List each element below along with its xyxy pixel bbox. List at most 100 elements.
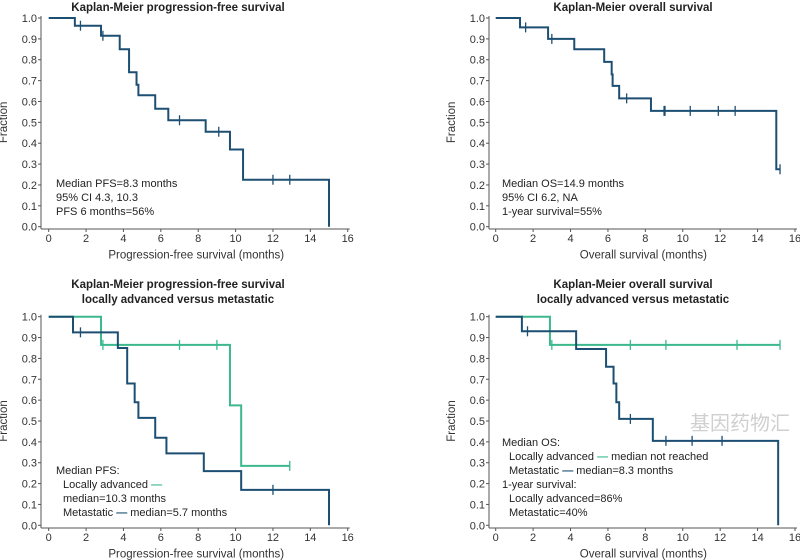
chart-title: Kaplan-Meier overall survival <box>553 2 712 14</box>
y-tick-label: 0.7 <box>22 76 37 88</box>
y-tick-label: 0.9 <box>22 34 37 46</box>
survival-curve <box>48 17 331 227</box>
legend-line-symbol: — <box>597 451 608 463</box>
y-tick-label: 0.7 <box>470 76 485 88</box>
y-axis-label: Fraction <box>0 102 10 144</box>
x-tick-label: 12 <box>714 532 726 544</box>
survival-curve-locally-advanced <box>48 315 290 467</box>
annotation-text: Locally advanced <box>509 451 597 463</box>
annotation-text: median=10.3 months <box>63 493 167 505</box>
annotation-text: median not reached <box>608 451 708 463</box>
legend-line-symbol: — <box>116 507 127 519</box>
x-tick-label: 8 <box>195 532 201 544</box>
x-tick-label: 6 <box>158 233 164 245</box>
annotation-text: Median PFS: <box>56 465 120 477</box>
y-tick-label: 0.4 <box>22 138 37 150</box>
x-tick-label: 0 <box>493 233 499 245</box>
annotation-line: Locally advanced — median not reached <box>509 451 708 463</box>
x-tick-label: 6 <box>605 532 611 544</box>
x-tick-label: 16 <box>342 532 354 544</box>
annotation-text: 95% CI 4.3, 10.3 <box>56 192 138 204</box>
annotation-text: 1-year survival: <box>502 479 577 491</box>
y-tick-label: 0.8 <box>470 55 485 67</box>
x-axis-label: Progression-free survival (months) <box>108 549 284 560</box>
y-tick-label: 0.2 <box>22 180 37 192</box>
annotation-text: median=5.7 months <box>127 507 227 519</box>
chart-title: Kaplan-Meier progression-free survival <box>71 279 284 291</box>
y-tick-label: 0.9 <box>22 333 37 345</box>
x-tick-label: 10 <box>229 233 241 245</box>
y-tick-label: 0.9 <box>470 34 485 46</box>
x-tick-label: 6 <box>158 532 164 544</box>
x-tick-label: 0 <box>46 233 52 245</box>
chart-title: locally advanced versus metastatic <box>537 294 730 306</box>
survival-curve <box>495 17 781 171</box>
y-tick-label: 0.2 <box>470 479 485 491</box>
annotation-line: PFS 6 months=56% <box>56 206 154 218</box>
x-tick-label: 2 <box>530 233 536 245</box>
y-tick-label: 0.5 <box>22 117 37 129</box>
y-axis-label: Fraction <box>446 400 458 442</box>
x-tick-label: 10 <box>677 532 689 544</box>
y-tick-label: 0.3 <box>470 458 485 470</box>
x-tick-label: 4 <box>120 532 126 544</box>
y-tick-label: 0.7 <box>22 374 37 386</box>
x-tick-label: 6 <box>605 233 611 245</box>
annotation-text: Metastatic=40% <box>509 507 588 519</box>
y-tick-label: 0.4 <box>470 138 485 150</box>
y-tick-label: 0.0 <box>22 222 37 234</box>
legend-line-symbol: — <box>562 465 573 477</box>
y-tick-label: 0.0 <box>470 520 485 532</box>
km-panel-1: Kaplan-Meier progression-free survival 0.… <box>0 2 354 262</box>
x-tick-label: 4 <box>567 233 573 245</box>
x-tick-label: 10 <box>677 233 689 245</box>
y-tick-label: 0.6 <box>470 96 485 108</box>
y-tick-label: 0.6 <box>22 395 37 407</box>
x-tick-label: 10 <box>229 532 241 544</box>
watermark: 基因药物汇 <box>690 412 790 435</box>
x-tick-label: 8 <box>642 233 648 245</box>
y-tick-label: 0.5 <box>22 416 37 428</box>
y-tick-label: 0.3 <box>470 159 485 171</box>
x-tick-label: 2 <box>530 532 536 544</box>
y-tick-label: 0.1 <box>22 201 37 213</box>
annotation-line: Median OS: <box>502 437 560 449</box>
annotation-line: Metastatic=40% <box>509 507 588 519</box>
y-tick-label: 0.9 <box>470 333 485 345</box>
annotation-text: 95% CI 6.2, NA <box>502 192 578 204</box>
y-tick-label: 1.0 <box>22 312 37 324</box>
y-tick-label: 0.0 <box>22 520 37 532</box>
annotation-line: Median PFS=8.3 months <box>56 178 178 190</box>
x-tick-label: 0 <box>493 532 499 544</box>
chart-title: Kaplan-Meier overall survival <box>553 279 712 291</box>
y-tick-label: 0.8 <box>470 353 485 365</box>
y-tick-label: 0.3 <box>22 159 37 171</box>
y-tick-label: 0.7 <box>470 374 485 386</box>
y-axis-label: Fraction <box>446 102 458 144</box>
x-tick-label: 4 <box>120 233 126 245</box>
y-tick-label: 0.4 <box>470 437 485 449</box>
km-panel-2: Kaplan-Meier overall survival 0.0 0.1 0.2 0.… <box>446 2 800 262</box>
x-axis-label: Progression-free survival (months) <box>108 250 284 262</box>
x-tick-label: 16 <box>789 532 800 544</box>
annotation-text: Metastatic <box>63 507 116 519</box>
x-axis-label: Overall survival (months) <box>580 250 707 262</box>
x-tick-label: 14 <box>304 233 316 245</box>
y-tick-label: 1.0 <box>470 13 485 25</box>
x-tick-label: 8 <box>642 532 648 544</box>
annotation-text: Locally advanced <box>63 479 151 491</box>
annotation-line: Metastatic — median=5.7 months <box>63 507 228 519</box>
annotation-text: Median OS: <box>502 437 560 449</box>
x-tick-label: 14 <box>304 532 316 544</box>
annotation-line: Locally advanced — <box>63 479 162 491</box>
x-tick-label: 14 <box>751 532 763 544</box>
y-tick-label: 0.6 <box>470 395 485 407</box>
x-axis-label: Overall survival (months) <box>580 549 707 560</box>
annotation-line: Median PFS: <box>56 465 120 477</box>
annotation-text: Metastatic <box>509 465 562 477</box>
survival-curve-metastatic <box>495 315 780 526</box>
x-tick-label: 16 <box>342 233 354 245</box>
y-tick-label: 0.2 <box>22 479 37 491</box>
y-tick-label: 0.3 <box>22 458 37 470</box>
